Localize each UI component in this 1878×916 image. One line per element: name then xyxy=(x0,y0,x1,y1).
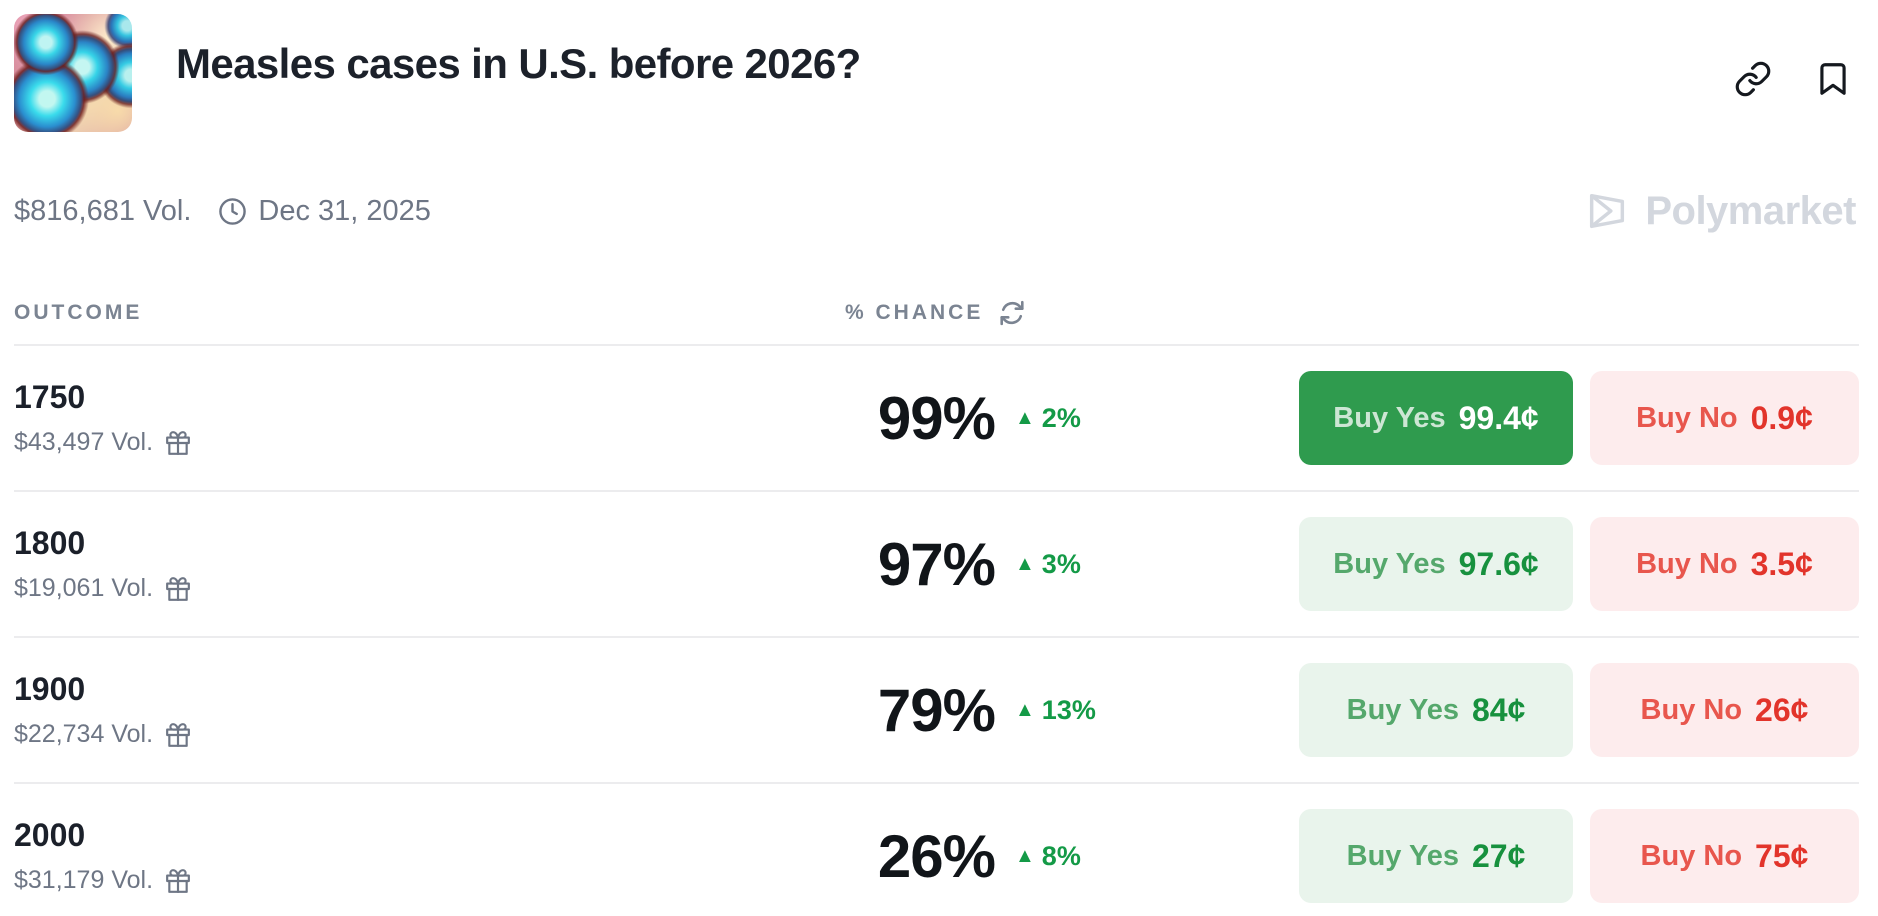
buy-yes-price: 99.4¢ xyxy=(1458,399,1539,436)
outcome-row: 1900 $22,734 Vol. 79% ▲ 13% Buy Yes 84¢ xyxy=(14,638,1859,784)
outcome-row: 2000 $31,179 Vol. 26% ▲ 8% Buy Yes 27¢ xyxy=(14,784,1859,916)
chance-value: 26% xyxy=(877,822,996,890)
buy-yes-button[interactable]: Buy Yes 84¢ xyxy=(1299,663,1573,757)
up-triangle-icon: ▲ xyxy=(1015,553,1035,575)
buy-no-label: Buy No xyxy=(1636,401,1738,434)
chance-column-header: % CHANCE xyxy=(845,301,984,324)
up-triangle-icon: ▲ xyxy=(1015,407,1035,429)
outcome-volume: $43,497 Vol. xyxy=(14,428,154,456)
buy-no-button[interactable]: Buy No 26¢ xyxy=(1590,663,1859,757)
chance-value: 97% xyxy=(877,530,996,598)
chance-change: ▲ 2% xyxy=(1015,403,1165,434)
gift-icon[interactable] xyxy=(165,430,191,456)
watermark-label: Polymarket xyxy=(1645,188,1856,233)
buy-yes-button[interactable]: Buy Yes 27¢ xyxy=(1299,809,1573,903)
buy-yes-price: 84¢ xyxy=(1471,691,1526,728)
buy-no-price: 75¢ xyxy=(1755,837,1809,874)
chance-change: ▲ 3% xyxy=(1015,549,1165,580)
end-date: Dec 31, 2025 xyxy=(258,194,431,227)
buy-no-price: 0.9¢ xyxy=(1750,399,1813,436)
buy-yes-label: Buy Yes xyxy=(1346,693,1459,726)
buy-no-price: 3.5¢ xyxy=(1750,545,1813,582)
polymarket-logo-icon xyxy=(1584,188,1630,234)
outcome-name: 1900 xyxy=(14,671,86,707)
buy-no-button[interactable]: Buy No 3.5¢ xyxy=(1590,517,1859,611)
outcomes-table: OUTCOME % CHANCE 1750 $43,497 Vol. 99% xyxy=(14,300,1859,916)
buy-no-label: Buy No xyxy=(1640,839,1743,872)
bookmark-icon[interactable] xyxy=(1814,60,1852,98)
change-value: 3% xyxy=(1041,548,1081,579)
gift-icon[interactable] xyxy=(165,576,191,602)
buy-yes-button[interactable]: Buy Yes 97.6¢ xyxy=(1299,517,1573,611)
buy-no-label: Buy No xyxy=(1636,547,1738,580)
buy-yes-price: 27¢ xyxy=(1471,837,1526,874)
outcome-volume: $31,179 Vol. xyxy=(14,866,154,894)
change-value: 13% xyxy=(1041,694,1096,725)
chance-value: 79% xyxy=(877,676,996,744)
polymarket-watermark: Polymarket xyxy=(1584,188,1856,234)
buy-no-label: Buy No xyxy=(1640,693,1743,726)
change-value: 2% xyxy=(1041,402,1081,433)
market-meta: $816,681 Vol. Dec 31, 2025 Polymarket xyxy=(14,188,1856,234)
buy-yes-label: Buy Yes xyxy=(1333,401,1446,434)
gift-icon[interactable] xyxy=(165,868,191,894)
buy-no-price: 26¢ xyxy=(1755,691,1809,728)
outcome-column-header: OUTCOME xyxy=(14,301,143,324)
table-header: OUTCOME % CHANCE xyxy=(14,300,1859,346)
buy-yes-price: 97.6¢ xyxy=(1458,545,1539,582)
outcome-name: 2000 xyxy=(14,817,86,853)
page-title: Measles cases in U.S. before 2026? xyxy=(176,40,861,87)
refresh-icon[interactable] xyxy=(999,300,1025,326)
link-icon[interactable] xyxy=(1734,60,1772,98)
buy-yes-label: Buy Yes xyxy=(1346,839,1459,872)
outcome-name: 1750 xyxy=(14,379,86,415)
volume-total: $816,681 Vol. xyxy=(14,194,192,227)
up-triangle-icon: ▲ xyxy=(1015,845,1035,867)
buy-yes-label: Buy Yes xyxy=(1333,547,1446,580)
market-header: Measles cases in U.S. before 2026? xyxy=(0,0,1878,132)
buy-no-button[interactable]: Buy No 75¢ xyxy=(1590,809,1859,903)
change-value: 8% xyxy=(1041,840,1081,871)
market-thumbnail-image xyxy=(14,14,132,132)
chance-value: 99% xyxy=(877,384,996,452)
chance-change: ▲ 13% xyxy=(1015,695,1165,726)
outcome-row: 1750 $43,497 Vol. 99% ▲ 2% Buy Yes 99.4¢ xyxy=(14,346,1859,492)
outcome-volume: $22,734 Vol. xyxy=(14,720,154,748)
outcome-row: 1800 $19,061 Vol. 97% ▲ 3% Buy Yes 97.6¢ xyxy=(14,492,1859,638)
clock-icon xyxy=(218,197,247,226)
up-triangle-icon: ▲ xyxy=(1015,699,1035,721)
outcome-volume: $19,061 Vol. xyxy=(14,574,154,602)
outcome-name: 1800 xyxy=(14,525,86,561)
buy-yes-button[interactable]: Buy Yes 99.4¢ xyxy=(1299,371,1573,465)
gift-icon[interactable] xyxy=(165,722,191,748)
buy-no-button[interactable]: Buy No 0.9¢ xyxy=(1590,371,1859,465)
chance-change: ▲ 8% xyxy=(1015,841,1165,872)
